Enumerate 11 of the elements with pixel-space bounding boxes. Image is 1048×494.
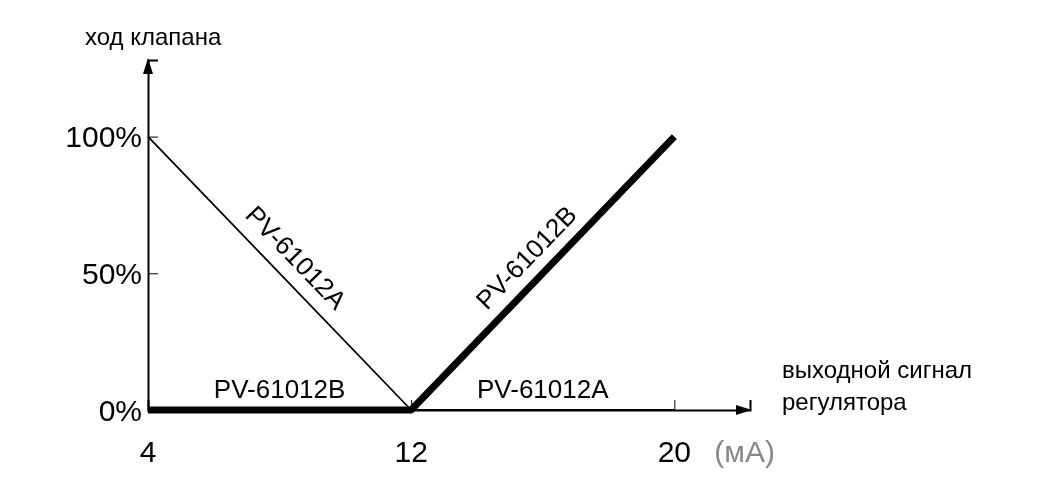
- y-tick-label: 100%: [65, 120, 142, 154]
- x-axis-title: выходной сигнал регулятора: [782, 356, 972, 415]
- y-tick-label: 50%: [81, 256, 142, 290]
- y-axis-title: ход клапана: [85, 23, 222, 50]
- series-label: PV-61012B: [213, 374, 346, 404]
- x-tick-label: 12: [394, 435, 428, 468]
- y-tick-label: 0%: [98, 393, 142, 427]
- series-label: PV-61012A: [476, 374, 610, 404]
- x-tick-label: 20: [657, 435, 692, 468]
- x-tick-label: 4: [139, 435, 157, 468]
- text: (мА): [714, 435, 775, 468]
